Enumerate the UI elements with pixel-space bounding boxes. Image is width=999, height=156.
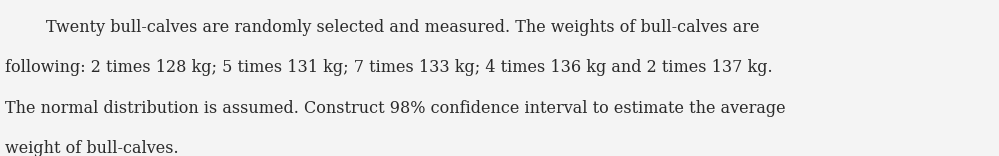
Text: weight of bull-calves.: weight of bull-calves.	[5, 140, 179, 156]
Text: The normal distribution is assumed. Construct 98% confidence interval to estimat: The normal distribution is assumed. Cons…	[5, 100, 785, 117]
Text: following: 2 times 128 kg; 5 times 131 kg; 7 times 133 kg; 4 times 136 kg and 2 : following: 2 times 128 kg; 5 times 131 k…	[5, 59, 772, 76]
Text: Twenty bull-calves are randomly selected and measured. The weights of bull-calve: Twenty bull-calves are randomly selected…	[5, 19, 759, 36]
